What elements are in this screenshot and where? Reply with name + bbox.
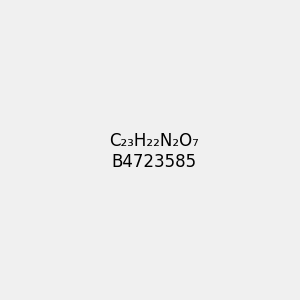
Text: C₂₃H₂₂N₂O₇
B4723585: C₂₃H₂₂N₂O₇ B4723585 [109, 132, 199, 171]
